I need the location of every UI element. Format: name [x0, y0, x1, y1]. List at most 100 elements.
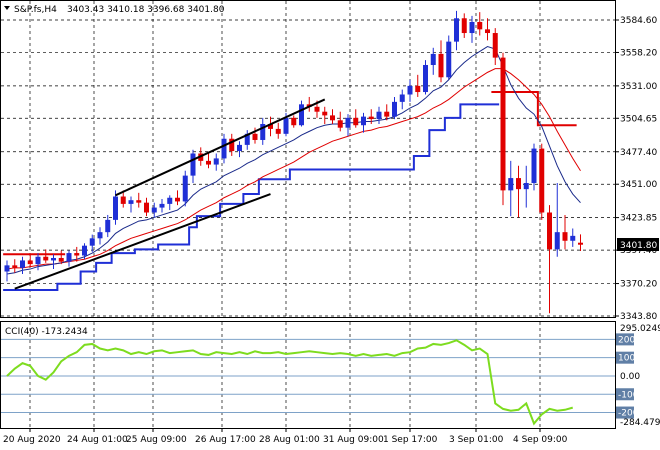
candle: [469, 15, 475, 43]
candle: [159, 198, 165, 213]
candle: [407, 79, 413, 102]
cci-level-badge: [616, 388, 634, 401]
price-tick-label: 3531.00: [620, 82, 657, 92]
candle: [51, 254, 56, 270]
candle-body: [368, 116, 374, 120]
time-tick-label: 20 Aug 2020: [3, 435, 61, 445]
candle-body: [268, 123, 273, 129]
candle-body: [275, 128, 281, 134]
candle-body: [159, 203, 165, 208]
candle-body: [43, 256, 49, 261]
time-tick-label: 28 Aug 01:00: [259, 435, 320, 445]
candle: [27, 254, 33, 267]
candle-body: [523, 182, 529, 190]
candle-body: [151, 207, 157, 213]
time-tick-label: 1 Sep 17:00: [383, 435, 438, 445]
candle-body: [392, 101, 397, 117]
cci-line: [6, 339, 574, 426]
candle-body: [120, 196, 126, 204]
envelope-upper-line: [3, 91, 577, 256]
candle: [144, 197, 149, 217]
current-price-label: 3401.80: [620, 241, 657, 251]
candle-body: [128, 200, 134, 204]
candle: [167, 195, 173, 211]
price-tick-label: 3584.60: [620, 16, 657, 26]
candle-body: [492, 33, 498, 58]
candle-body: [438, 53, 444, 78]
candle: [229, 133, 235, 156]
candle-body: [82, 245, 87, 256]
candle-body: [229, 138, 235, 152]
candle: [361, 112, 366, 133]
cci-level-label: -100: [618, 390, 639, 400]
candle: [446, 35, 452, 80]
candle: [268, 116, 273, 137]
candle: [35, 253, 41, 271]
cci-level-label: 100: [618, 354, 635, 364]
candle: [128, 196, 134, 213]
candle: [415, 74, 421, 97]
candle-body: [539, 148, 545, 213]
candle: [477, 12, 483, 36]
candle-body: [89, 238, 95, 246]
menu-triangle-icon[interactable]: [4, 6, 10, 10]
candle-body: [260, 123, 266, 140]
candle-body: [345, 117, 351, 128]
symbol-label: S&P.fs,H4: [14, 5, 57, 15]
candle-body: [562, 232, 568, 241]
grid-lines: [1, 1, 615, 428]
candle: [221, 133, 227, 164]
time-tick-label: 3 Sep 01:00: [449, 435, 504, 445]
candle-body: [167, 197, 173, 204]
candle-body: [244, 133, 250, 145]
candle: [570, 228, 576, 247]
candle: [523, 165, 529, 208]
time-tick-label: 4 Sep 09:00: [513, 435, 568, 445]
candle: [105, 214, 111, 238]
candle-body: [4, 265, 10, 272]
candle-body: [182, 175, 188, 202]
candle-body: [299, 104, 304, 126]
cci-level-label: 0.00: [620, 372, 640, 382]
candle: [97, 227, 103, 245]
candle: [430, 47, 436, 75]
candle-body: [337, 120, 343, 128]
candle: [136, 192, 142, 208]
candle: [438, 40, 444, 83]
candle-body: [361, 116, 366, 126]
candle: [423, 60, 428, 95]
candle-body: [35, 256, 41, 265]
candle: [291, 115, 297, 128]
candle-body: [97, 232, 103, 239]
candle-body: [190, 153, 196, 176]
candle: [43, 249, 49, 263]
candle-body: [461, 18, 467, 34]
cci-level-badge: [616, 351, 634, 364]
candle-body: [58, 257, 64, 262]
candle-body: [554, 232, 560, 250]
candle-body: [500, 57, 506, 191]
candle: [531, 143, 537, 191]
time-tick-label: 31 Aug 09:00: [323, 435, 384, 445]
candle: [58, 250, 64, 265]
candles: [4, 10, 583, 314]
time-tick-label: 25 Aug 09:00: [126, 435, 187, 445]
candle: [275, 122, 281, 139]
current-price-badge: [617, 238, 659, 251]
candle-body: [66, 253, 72, 262]
candle: [376, 106, 382, 124]
candle: [368, 109, 374, 124]
candle-body: [446, 41, 452, 78]
candle: [120, 190, 126, 208]
candle: [392, 96, 397, 120]
candle: [175, 190, 180, 206]
candle: [384, 104, 390, 121]
candle: [182, 170, 188, 207]
candle: [4, 260, 10, 282]
candle-body: [454, 18, 459, 42]
candle: [190, 149, 196, 183]
price-tick-label: 3451.00: [620, 180, 657, 190]
price-tick-label: 3477.40: [620, 148, 657, 158]
candle-body: [51, 257, 56, 261]
